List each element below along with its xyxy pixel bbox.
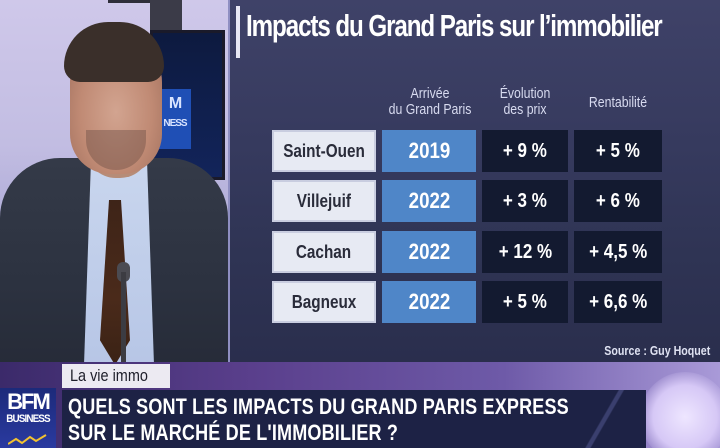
headline-line-1: QUELS SONT LES IMPACTS DU GRAND PARIS EX… xyxy=(68,394,569,419)
table-row: Saint-Ouen 2019 + 9 % + 5 % xyxy=(272,130,662,172)
yield-cell: + 6 % xyxy=(574,180,662,222)
title-accent-bar xyxy=(236,6,240,58)
logo-sub-text: BUSINESS xyxy=(6,413,50,425)
studio-rig xyxy=(108,0,182,3)
price-change-cell: + 9 % xyxy=(482,130,568,172)
chart-wave-icon xyxy=(8,434,47,445)
arrival-year-cell: 2022 xyxy=(382,180,476,222)
decorative-glow xyxy=(640,372,720,448)
column-header-arrival: Arrivée du Grand Paris xyxy=(387,86,472,118)
table-row: Cachan 2022 + 12 % + 4,5 % xyxy=(272,231,662,273)
yield-cell: + 6,6 % xyxy=(574,281,662,323)
city-cell: Villejuif xyxy=(272,180,376,222)
column-header-price: Évolution des prix xyxy=(490,86,561,118)
guest-speaker xyxy=(0,0,228,362)
studio-screen-logo: M NESS xyxy=(159,89,191,149)
table-row: Bagneux 2022 + 5 % + 6,6 % xyxy=(272,281,662,323)
column-header-arrival-line2: du Grand Paris xyxy=(388,101,472,118)
column-header-price-line1: Évolution xyxy=(499,85,551,102)
column-header-price-line2: des prix xyxy=(503,101,547,118)
topic-tag-label: La vie immo xyxy=(70,366,148,385)
graphic-title: Impacts du Grand Paris sur l’immobilier xyxy=(246,8,663,43)
arrival-year-cell: 2022 xyxy=(382,281,476,323)
headline-line-2: SUR LE MARCHÉ DE L'IMMOBILIER ? xyxy=(68,420,399,445)
topic-tag: La vie immo xyxy=(62,364,170,388)
arrival-year-cell: 2022 xyxy=(382,231,476,273)
arrival-year-cell: 2019 xyxy=(382,130,476,172)
logo-main-text: BFM xyxy=(7,389,51,414)
yield-cell: + 4,5 % xyxy=(574,231,662,273)
yield-cell: + 5 % xyxy=(574,130,662,172)
table-row: Villejuif 2022 + 3 % + 6 % xyxy=(272,180,662,222)
price-change-cell: + 3 % xyxy=(482,180,568,222)
studio-background-screen: M NESS xyxy=(150,30,225,180)
column-header-arrival-line1: Arrivée xyxy=(410,85,450,102)
column-header-yield: Rentabilité xyxy=(580,95,655,111)
source-credit: Source : Guy Hoquet xyxy=(603,343,710,358)
studio-pole xyxy=(150,0,182,32)
column-header-yield-line1: Rentabilité xyxy=(588,94,648,111)
city-cell: Bagneux xyxy=(272,281,376,323)
city-cell: Cachan xyxy=(272,231,376,273)
microphone-stand xyxy=(121,272,126,362)
presenter-video: M NESS xyxy=(0,0,228,362)
info-graphic-panel: Impacts du Grand Paris sur l’immobilier … xyxy=(228,0,720,362)
headline-box xyxy=(62,390,646,448)
city-cell: Saint-Ouen xyxy=(272,130,376,172)
price-change-cell: + 5 % xyxy=(482,281,568,323)
hair xyxy=(64,22,164,82)
channel-logo: BFM BUSINESS xyxy=(0,388,56,448)
decorative-slash xyxy=(585,390,625,448)
price-change-cell: + 12 % xyxy=(482,231,568,273)
